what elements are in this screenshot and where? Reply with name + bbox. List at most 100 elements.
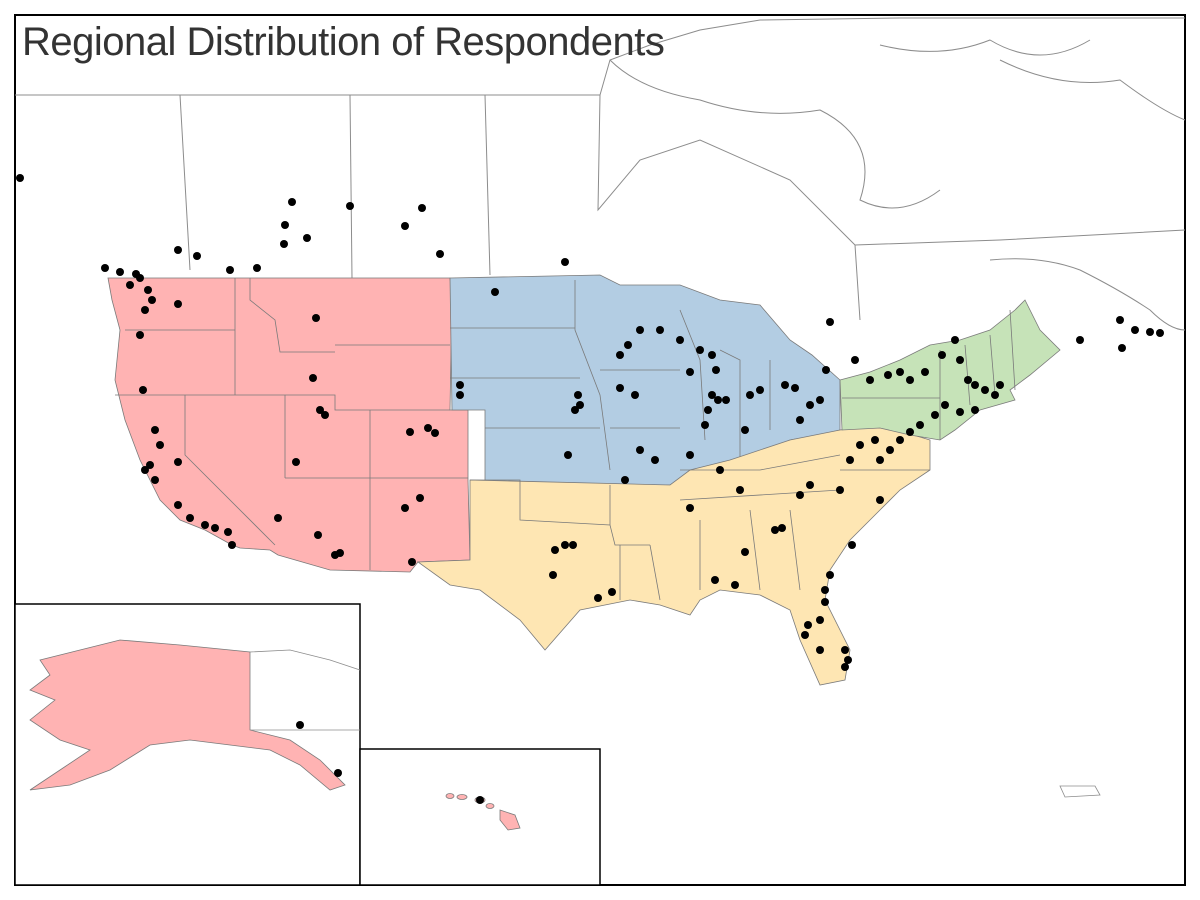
respondent-dot: [224, 528, 232, 536]
respondent-dot: [616, 384, 624, 392]
respondent-dot: [906, 376, 914, 384]
respondent-dot: [281, 221, 289, 229]
respondent-dot: [144, 286, 152, 294]
respondent-dot: [571, 406, 579, 414]
respondent-dot: [991, 391, 999, 399]
respondent-dot: [712, 366, 720, 374]
respondent-dot: [101, 264, 109, 272]
respondent-dot: [931, 411, 939, 419]
respondent-dot: [731, 581, 739, 589]
respondent-dot: [964, 376, 972, 384]
respondent-dot: [141, 466, 149, 474]
respondent-dot: [574, 391, 582, 399]
respondent-dot: [848, 541, 856, 549]
respondent-dot: [846, 456, 854, 464]
respondent-dot: [174, 501, 182, 509]
respondent-dot: [844, 656, 852, 664]
respondent-dot: [821, 586, 829, 594]
respondent-dot: [851, 356, 859, 364]
respondent-dot: [211, 524, 219, 532]
respondent-dot: [401, 504, 409, 512]
respondent-dot: [816, 396, 824, 404]
map-title: Regional Distribution of Respondents: [22, 20, 665, 64]
respondent-dot: [716, 466, 724, 474]
respondent-dot: [876, 456, 884, 464]
respondent-dot: [193, 252, 201, 260]
respondent-dot: [791, 384, 799, 392]
respondent-dot: [956, 408, 964, 416]
respondent-dot: [841, 663, 849, 671]
northeast-fill: [839, 299, 1061, 441]
respondent-dot: [756, 386, 764, 394]
respondent-dot: [801, 631, 809, 639]
hawaii-inset: [359, 748, 601, 886]
respondent-dot: [876, 496, 884, 504]
respondent-dots: [16, 174, 1164, 804]
respondent-dot: [804, 621, 812, 629]
respondent-dot: [309, 374, 317, 382]
respondent-dot: [116, 268, 124, 276]
respondent-dot: [226, 266, 234, 274]
respondent-dot: [1131, 326, 1139, 334]
respondent-dot: [841, 646, 849, 654]
respondent-dot: [316, 406, 324, 414]
respondent-dot: [826, 571, 834, 579]
respondent-dot: [656, 326, 664, 334]
respondent-dot: [796, 416, 804, 424]
respondent-dot: [696, 346, 704, 354]
respondent-dot: [312, 314, 320, 322]
respondent-dot: [346, 202, 354, 210]
respondent-dot: [686, 451, 694, 459]
respondent-dot: [956, 356, 964, 364]
respondent-dot: [896, 368, 904, 376]
region-northeast: [839, 299, 1061, 441]
respondent-dot: [771, 526, 779, 534]
respondent-dot: [1146, 328, 1154, 336]
respondent-dot: [938, 351, 946, 359]
respondent-dot: [292, 458, 300, 466]
respondent-dot: [418, 204, 426, 212]
respondent-dot: [253, 264, 261, 272]
respondent-dot: [736, 486, 744, 494]
respondent-dot: [711, 576, 719, 584]
puerto-rico-outline: [1059, 785, 1101, 798]
respondent-dot: [456, 391, 464, 399]
respondent-dot: [836, 486, 844, 494]
respondent-dot: [822, 366, 830, 374]
respondent-dot: [228, 541, 236, 549]
respondent-dot: [796, 491, 804, 499]
respondent-dot: [806, 401, 814, 409]
respondent-dot: [701, 421, 709, 429]
respondent-dot: [156, 441, 164, 449]
respondent-dot: [741, 548, 749, 556]
respondent-dot: [816, 616, 824, 624]
respondent-dot: [148, 296, 156, 304]
respondent-dot: [856, 441, 864, 449]
respondent-dot: [141, 306, 149, 314]
respondent-dot: [686, 504, 694, 512]
respondent-dot: [866, 376, 874, 384]
respondent-dot: [636, 446, 644, 454]
respondent-dot: [686, 368, 694, 376]
respondent-dot: [941, 401, 949, 409]
respondent-dot: [594, 594, 602, 602]
respondent-dot: [981, 386, 989, 394]
respondent-dot: [884, 371, 892, 379]
respondent-dot: [551, 546, 559, 554]
respondent-dot: [436, 250, 444, 258]
respondent-dot: [896, 436, 904, 444]
respondent-dot: [676, 336, 684, 344]
respondent-dot: [996, 381, 1004, 389]
respondent-dot: [201, 521, 209, 529]
respondent-dot: [1076, 336, 1084, 344]
respondent-dot: [906, 428, 914, 436]
respondent-dot: [971, 381, 979, 389]
respondent-dot: [708, 391, 716, 399]
respondent-dot: [126, 281, 134, 289]
respondent-dot: [781, 381, 789, 389]
respondent-dot: [741, 426, 749, 434]
respondent-dot: [146, 461, 154, 469]
yukon-outline: [249, 649, 361, 731]
respondent-dot: [616, 351, 624, 359]
respondent-dot: [708, 351, 716, 359]
